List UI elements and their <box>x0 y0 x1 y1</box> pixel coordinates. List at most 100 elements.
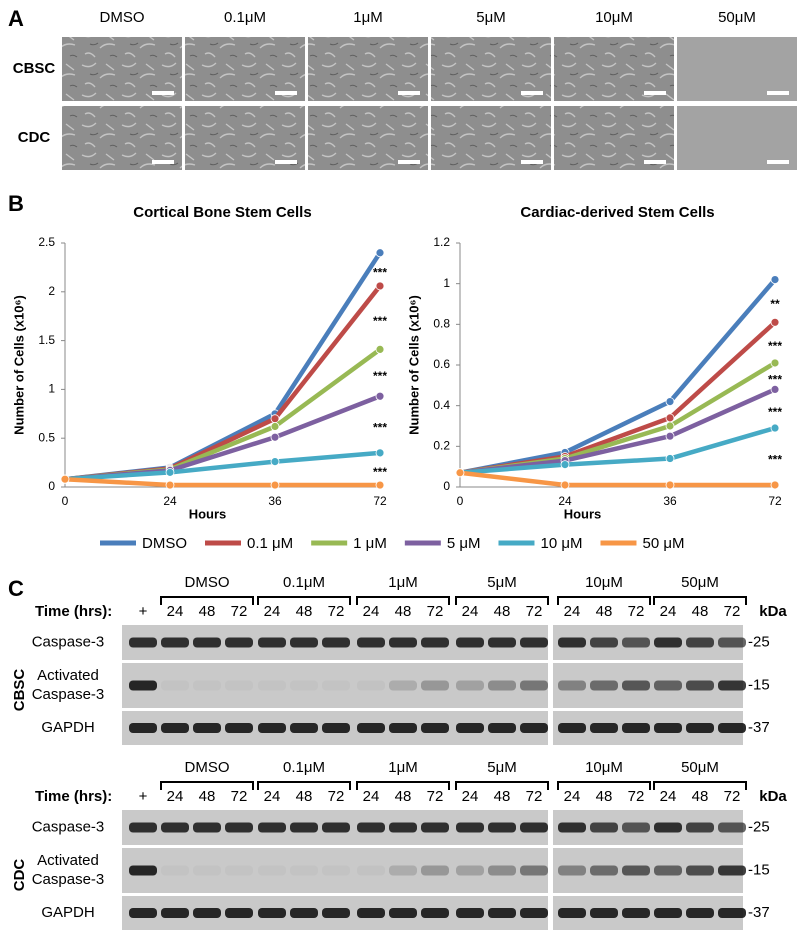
marker-label: -37 <box>748 904 770 921</box>
blot-band <box>558 908 586 918</box>
y-tick-label: 0.5 <box>38 430 55 444</box>
series-line <box>64 450 381 482</box>
significance: ** <box>770 297 780 311</box>
bracket <box>455 781 549 790</box>
data-point <box>770 384 780 394</box>
x-tick-label: 0 <box>62 494 69 508</box>
time-point: 24 <box>462 603 479 620</box>
bracket <box>557 781 651 790</box>
blot-band <box>322 637 350 648</box>
column-label: 5μM <box>476 9 505 26</box>
significance: *** <box>768 339 782 353</box>
blot-band <box>520 637 548 648</box>
blot-band <box>389 908 417 918</box>
x-tick-label: 36 <box>268 494 282 508</box>
time-point: 24 <box>363 788 380 805</box>
bracket <box>455 596 549 605</box>
blot-band <box>558 865 586 876</box>
blot-band <box>290 723 318 733</box>
marker-label: -25 <box>748 633 770 650</box>
column-label: DMSO <box>100 9 145 26</box>
marker-label: -15 <box>748 676 770 693</box>
data-point <box>770 317 780 327</box>
time-point: 24 <box>660 788 677 805</box>
micrograph <box>308 106 428 170</box>
legend-label: 1 μM <box>353 535 387 552</box>
blot-band <box>290 908 318 918</box>
significance: *** <box>373 421 387 435</box>
x-tick-label: 24 <box>558 494 572 508</box>
time-point: 48 <box>296 788 313 805</box>
blot-band <box>290 681 318 691</box>
micrograph <box>308 37 428 101</box>
y-tick-label: 1.5 <box>38 333 55 347</box>
scale-bar <box>398 160 420 164</box>
scale-bar <box>152 91 174 95</box>
marker-label: -15 <box>748 861 770 878</box>
blot-band <box>129 680 157 691</box>
data-point <box>665 421 675 431</box>
time-point: 72 <box>231 603 248 620</box>
blot-band <box>622 822 650 833</box>
scale-bar <box>275 160 297 164</box>
blot-band <box>558 723 586 733</box>
time-point: 72 <box>231 788 248 805</box>
blot-band <box>456 908 484 918</box>
data-point <box>770 358 780 368</box>
x-tick-label: 0 <box>457 494 464 508</box>
panel-label: A <box>8 6 24 31</box>
bracket <box>356 781 450 790</box>
blot-band <box>654 637 682 648</box>
blot-band <box>558 822 586 833</box>
group-label: 5μM <box>487 574 516 591</box>
time-point: 48 <box>494 788 511 805</box>
blot-band <box>520 723 548 733</box>
group-label: DMSO <box>185 574 230 591</box>
group-label: 0.1μM <box>283 759 325 776</box>
blot-band <box>622 723 650 733</box>
blot-band <box>622 865 650 876</box>
group-label: 0.1μM <box>283 574 325 591</box>
column-label: 50μM <box>718 9 756 26</box>
significance: *** <box>373 465 387 479</box>
blot-band <box>193 681 221 691</box>
blot-band <box>389 637 417 648</box>
time-point: 72 <box>628 603 645 620</box>
blot-band <box>718 637 746 648</box>
blot-band <box>654 908 682 918</box>
blot-band <box>193 866 221 876</box>
blot-band <box>558 637 586 648</box>
time-point: 24 <box>363 603 380 620</box>
blot-band <box>456 865 484 876</box>
blot-band <box>686 637 714 648</box>
blot-band <box>654 822 682 833</box>
time-point: 48 <box>199 788 216 805</box>
blot-band <box>161 723 189 733</box>
series-line: 50 μM <box>459 470 775 488</box>
blot-band <box>622 680 650 691</box>
unit-label: kDa <box>759 788 787 805</box>
column-label: 0.1μM <box>224 9 266 26</box>
bracket <box>160 781 254 790</box>
blot-band <box>421 908 449 918</box>
blot-band <box>590 637 618 648</box>
blot-band <box>129 723 157 733</box>
blot-band <box>193 723 221 733</box>
time-point: 72 <box>427 788 444 805</box>
bracket <box>653 781 747 790</box>
blot-band <box>129 908 157 918</box>
legend-label: 10 μM <box>540 535 582 552</box>
blot-band <box>290 637 318 648</box>
data-point <box>60 474 70 484</box>
blot-band <box>322 822 350 833</box>
blot-band <box>225 637 253 648</box>
protein-label: Caspase-3 <box>32 633 105 650</box>
row-label: CDC <box>18 129 51 146</box>
scale-bar <box>767 160 789 164</box>
blot-band <box>290 822 318 833</box>
time-point: 48 <box>692 788 709 805</box>
blot-band <box>686 723 714 733</box>
data-point <box>270 432 280 442</box>
y-tick-label: 0 <box>443 479 450 493</box>
blot-band <box>129 637 157 648</box>
